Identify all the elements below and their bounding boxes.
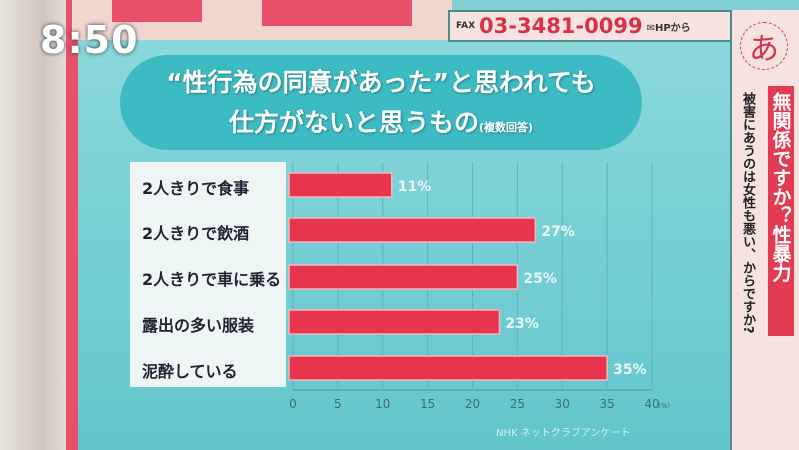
title-note: (複数回答) — [478, 121, 534, 134]
category-label: 泥酔している — [142, 362, 238, 381]
x-tick-label: 5 — [334, 397, 342, 411]
x-tick-label: 0 — [289, 397, 297, 411]
x-tick-label: 10 — [375, 397, 390, 411]
chart-title: “性行為の同意があった”と思われても 仕方がないと思うもの(複数回答) — [120, 55, 642, 150]
top-decor — [72, 0, 452, 40]
data-label: 25% — [523, 271, 557, 287]
category-labels: 2人きりで食事 2人きりで飲酒 2人きりで車に乗る 露出の多い服装 泥酔している — [130, 162, 286, 387]
bar — [288, 172, 393, 198]
x-tick-label: 40 — [644, 397, 659, 411]
title-line1: “性行為の同意があった”と思われても — [166, 68, 596, 97]
bar — [288, 264, 519, 290]
category-label: 2人きりで飲酒 — [142, 224, 250, 243]
x-unit: (%) — [658, 402, 670, 410]
category-label: 2人きりで食事 — [142, 179, 250, 198]
bar — [288, 309, 501, 335]
data-label: 23% — [505, 316, 539, 332]
program-title: 無関係ですか？性暴力 — [768, 86, 794, 336]
side-panel: あ 被害にあうのは女性も悪い、からですか? 無関係ですか？性暴力 — [730, 10, 799, 450]
x-tick-label: 35 — [599, 397, 614, 411]
clock: 8:50 — [40, 18, 139, 62]
bar — [288, 355, 608, 381]
category-label: 2人きりで車に乗る — [142, 270, 282, 289]
x-tick-label: 25 — [510, 397, 525, 411]
bar — [288, 217, 537, 243]
channel-logo: あ — [740, 22, 788, 70]
decor-strip — [66, 0, 78, 450]
title-line2: 仕方がないと思うもの — [228, 108, 479, 137]
x-tick-label: 15 — [420, 397, 435, 411]
source-note: NHK ネットクラブアンケート — [496, 428, 631, 439]
category-label: 露出の多い服装 — [142, 316, 255, 335]
x-tick-label: 30 — [555, 397, 570, 411]
x-tick-label: 20 — [465, 397, 480, 411]
data-label: 11% — [398, 179, 432, 195]
hp-label: ✉HPから — [646, 22, 691, 34]
side-subtitle: 被害にあうのは女性も悪い、からですか? — [740, 92, 755, 334]
data-label: 27% — [541, 224, 575, 240]
fax-banner: FAX 03-3481-0099 ✉HPから — [448, 10, 733, 42]
data-label: 35% — [613, 362, 647, 378]
background-person — [0, 0, 72, 450]
fax-label: FAX — [456, 21, 476, 31]
fax-number: 03-3481-0099 — [479, 14, 643, 38]
